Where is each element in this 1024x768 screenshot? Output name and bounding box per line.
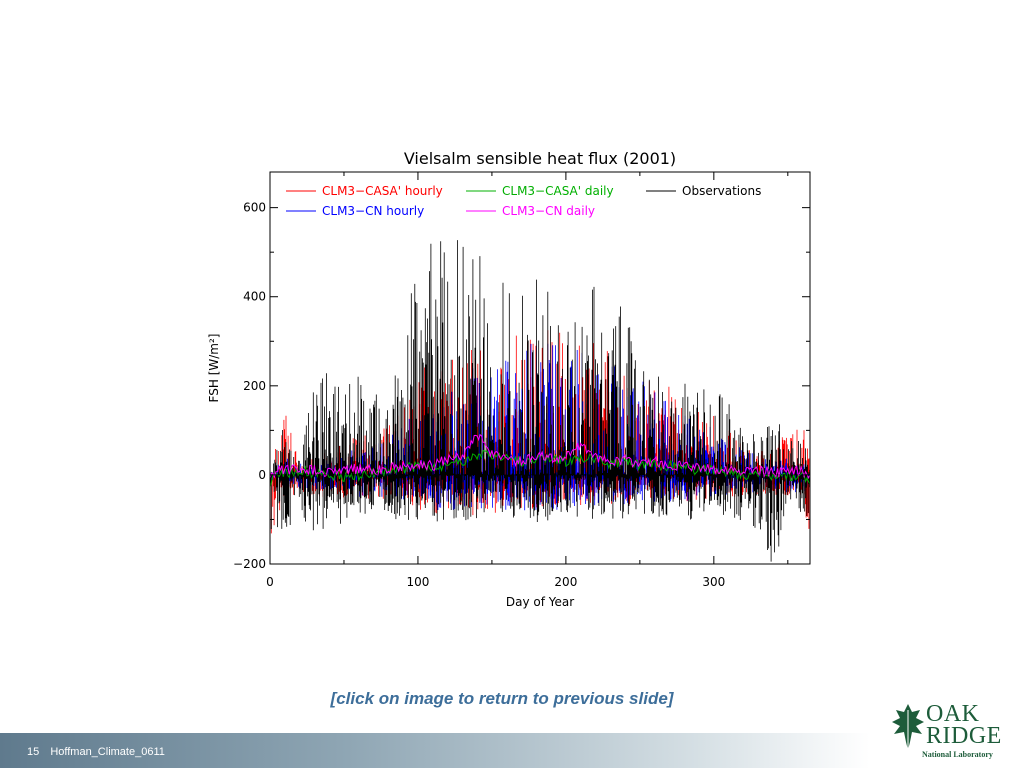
y-tick-label: 400 — [243, 290, 266, 304]
plot-frame — [269, 171, 811, 565]
y-tick-label: 200 — [243, 379, 266, 393]
page-number: 15 — [27, 746, 40, 758]
legend: CLM3−CASA' hourly CLM3−CASA' daily Observa… — [286, 184, 761, 218]
series-3-daily-line — [269, 433, 811, 480]
legend-label: CLM3−CN hourly — [322, 204, 424, 218]
series-layer — [269, 240, 811, 562]
oak-leaf-icon — [892, 704, 924, 750]
y-tick-label: 0 — [258, 468, 266, 482]
x-tick-label: 300 — [702, 575, 725, 589]
chart-title: Vielsalm sensible heat flux (2001) — [404, 149, 676, 168]
oak-ridge-logo: OAK RIDGE National Laboratory — [890, 700, 1010, 762]
y-axis-label: FSH [W/m²] — [207, 334, 221, 403]
footer-label: Hoffman_Climate_0611 — [50, 746, 165, 758]
y-tick-label: −200 — [233, 557, 266, 571]
y-tick-label: 600 — [243, 201, 266, 215]
logo-subtitle: National Laboratory — [922, 750, 993, 759]
x-axis-label: Day of Year — [506, 595, 574, 609]
logo-oak: OAK — [926, 701, 980, 727]
legend-label: Observations — [682, 184, 761, 198]
return-link[interactable]: [click on image to return to previous sl… — [330, 689, 674, 708]
x-tick-label: 100 — [406, 575, 429, 589]
series-4-hourly-trace — [270, 240, 810, 562]
footer: 15 Hoffman_Climate_0611 — [27, 746, 173, 758]
legend-label: CLM3−CASA' daily — [502, 184, 614, 198]
x-tick-label: 200 — [554, 575, 577, 589]
logo-ridge: RIDGE — [926, 723, 1002, 749]
x-tick-label: 0 — [266, 575, 274, 589]
footer-bar — [0, 733, 870, 768]
legend-label: CLM3−CN daily — [502, 204, 595, 218]
legend-label: CLM3−CASA' hourly — [322, 184, 443, 198]
heat-flux-chart[interactable]: Vielsalm sensible heat flux (2001) 0 100 2… — [190, 140, 830, 620]
